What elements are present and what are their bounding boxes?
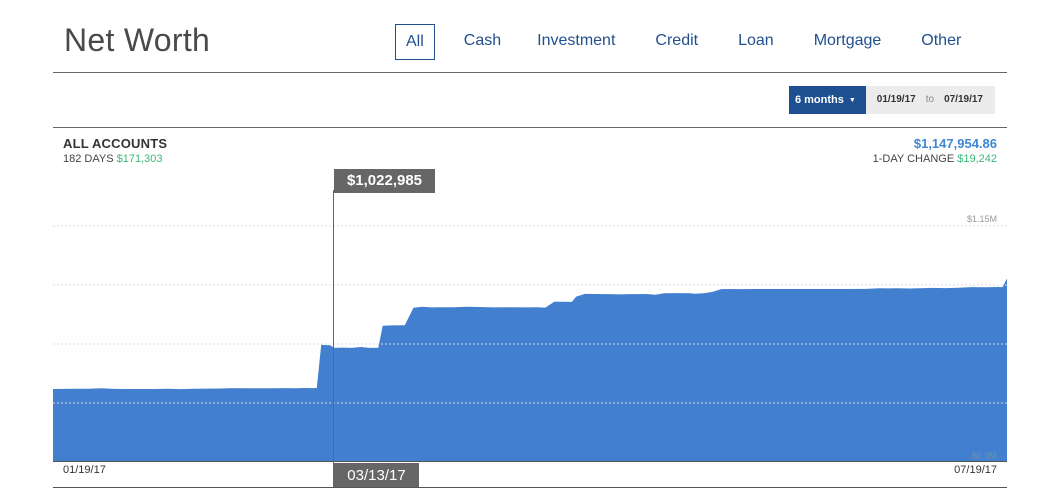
end-date-input[interactable]: 07/19/17 bbox=[944, 94, 983, 105]
y-axis-top-label: $1.15M bbox=[967, 214, 997, 224]
tooltip-value: $1,022,985 bbox=[334, 169, 435, 193]
chevron-down-icon: ▼ bbox=[848, 97, 856, 104]
tab-other[interactable]: Other bbox=[921, 32, 962, 49]
chart-grid bbox=[53, 225, 1007, 404]
tab-investment[interactable]: Investment bbox=[537, 32, 616, 49]
account-type-tabs: All Cash Investment Credit Loan Mortgage… bbox=[395, 24, 961, 60]
day-change-value: $19,242 bbox=[957, 153, 997, 165]
header-divider bbox=[53, 72, 1007, 73]
day-change-label: 1-DAY CHANGE bbox=[872, 153, 955, 165]
net-worth-total: $1,147,954.86 bbox=[913, 136, 997, 151]
tooltip-date: 03/13/17 bbox=[334, 463, 419, 488]
date-range: 01/19/17 to 07/19/17 bbox=[865, 86, 995, 114]
to-label: to bbox=[925, 94, 935, 105]
y-axis-bottom-label: $0.9M bbox=[972, 451, 997, 461]
period-change-value: $171,303 bbox=[116, 153, 163, 165]
net-worth-area bbox=[53, 278, 1007, 461]
footer-divider bbox=[53, 487, 1007, 488]
x-axis-start-label: 01/19/17 bbox=[63, 464, 106, 476]
tab-credit[interactable]: Credit bbox=[655, 32, 699, 49]
period-dropdown[interactable]: 6 months ▼ bbox=[788, 86, 866, 114]
date-controls: 6 months ▼ 01/19/17 to 07/19/17 bbox=[788, 86, 995, 114]
period-label: 6 months bbox=[794, 94, 844, 106]
days-label: 182 DAYS bbox=[63, 153, 114, 165]
tab-mortgage[interactable]: Mortgage bbox=[813, 32, 882, 49]
accounts-title: ALL ACCOUNTS bbox=[63, 136, 168, 151]
day-change: 1-DAY CHANGE $19,242 bbox=[873, 153, 997, 165]
period-change: 182 DAYS $171,303 bbox=[63, 153, 163, 165]
tab-cash[interactable]: Cash bbox=[463, 32, 502, 49]
start-date-input[interactable]: 01/19/17 bbox=[876, 94, 916, 105]
tab-all[interactable]: All bbox=[395, 24, 435, 60]
x-axis-end-label: 07/19/17 bbox=[954, 464, 997, 476]
page-title: Net Worth bbox=[64, 22, 211, 58]
tab-loan[interactable]: Loan bbox=[738, 32, 774, 49]
summary-divider bbox=[53, 127, 1007, 128]
